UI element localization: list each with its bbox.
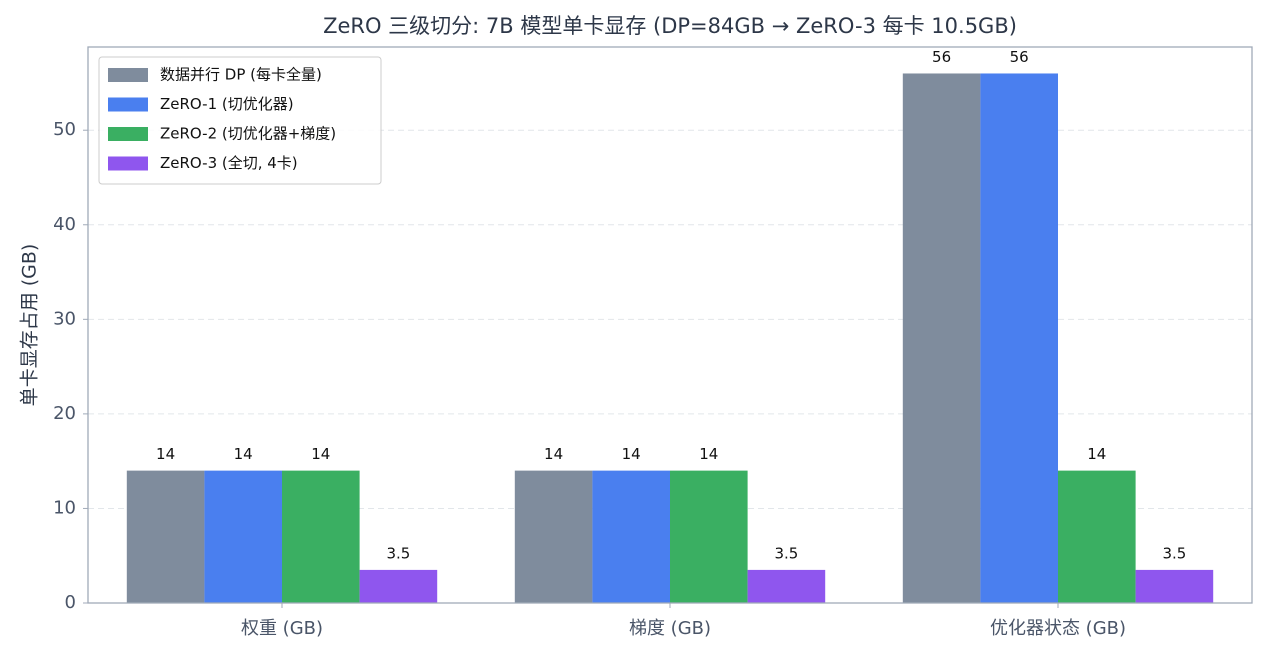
y-tick-label: 0 (65, 592, 76, 613)
value-label: 14 (1087, 445, 1106, 463)
y-tick-label: 40 (53, 214, 76, 235)
bar (1135, 569, 1214, 603)
bar (747, 569, 826, 603)
y-tick-label: 30 (53, 308, 76, 329)
x-tick-label: 梯度 (GB) (629, 618, 711, 639)
y-tick-label: 20 (53, 403, 76, 424)
legend-box (98, 56, 382, 185)
bar (670, 470, 748, 603)
legend-swatch (108, 127, 148, 141)
value-label: 3.5 (1162, 544, 1186, 562)
bar (514, 470, 593, 603)
value-label: 14 (156, 445, 175, 463)
bar (359, 569, 438, 603)
bar (204, 470, 282, 603)
value-label: 14 (234, 445, 253, 463)
value-label: 14 (311, 445, 330, 463)
legend: 数据并行 DP (每卡全量) ZeRO-1 (切优化器) ZeRO-2 (切优化器+… (98, 56, 382, 185)
value-label: 14 (699, 445, 718, 463)
x-tick-label: 权重 (GB) (241, 618, 323, 639)
y-axis-label: 单卡显存占用 (GB) (19, 244, 41, 407)
y-tick-label: 50 (53, 119, 76, 140)
legend-label: 数据并行 DP (每卡全量) (160, 66, 322, 84)
value-label: 14 (622, 445, 641, 463)
bar (1058, 470, 1136, 603)
x-tick-label: 优化器状态 (GB) (990, 618, 1126, 639)
y-tick-label: 10 (53, 497, 76, 518)
bar (902, 73, 981, 603)
legend-swatch (108, 68, 148, 82)
value-label: 3.5 (774, 544, 798, 562)
legend-swatch (108, 156, 148, 171)
plot-frame (87, 46, 1253, 604)
legend-label: ZeRO-2 (切优化器+梯度) (160, 125, 336, 143)
value-label: 56 (932, 48, 951, 66)
legend-swatch (108, 97, 148, 112)
chart-title: ZeRO 三级切分: 7B 模型单卡显存 (DP=84GB → ZeRO-3 每… (323, 14, 1017, 38)
value-label: 56 (1010, 48, 1029, 66)
bar (282, 470, 360, 603)
bar (126, 470, 205, 603)
legend-label: ZeRO-1 (切优化器) (160, 95, 294, 113)
value-label: 14 (544, 445, 563, 463)
legend-label: ZeRO-3 (全切, 4卡) (160, 154, 298, 172)
value-label: 3.5 (386, 544, 410, 562)
bar (592, 470, 670, 603)
bar (980, 73, 1058, 603)
